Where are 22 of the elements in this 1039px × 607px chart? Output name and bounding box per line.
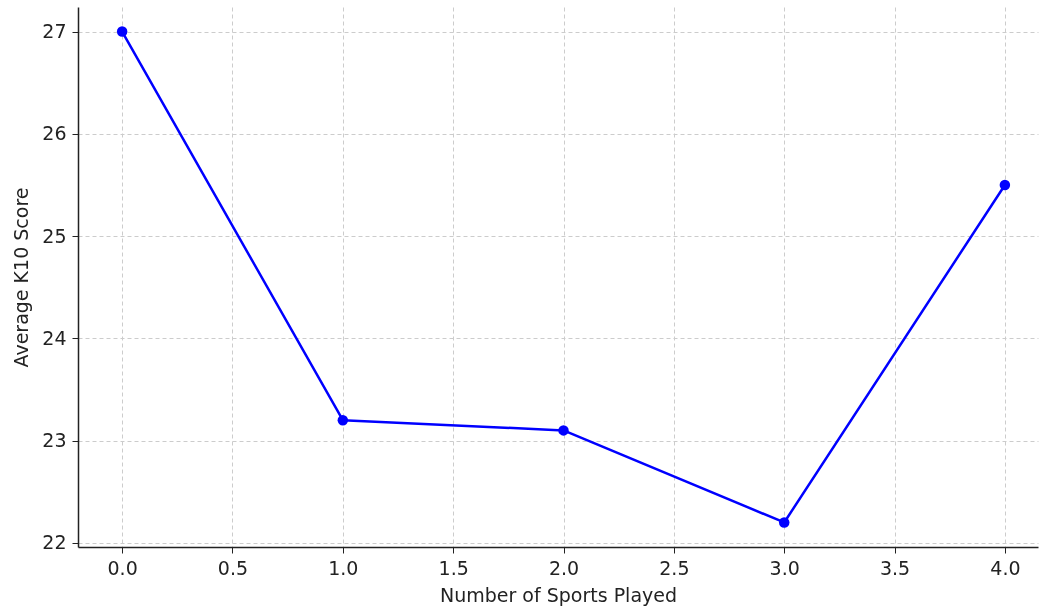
x-tick-label: 2.0: [548, 556, 580, 579]
x-tick-label: 4.0: [990, 556, 1021, 579]
y-tick-label: 24: [42, 326, 67, 349]
x-tick-label: 3.0: [769, 556, 800, 579]
point: [337, 414, 349, 426]
y-tick-label: 22: [42, 531, 67, 554]
y-tick-label: 27: [42, 20, 67, 43]
y-tick-label: 23: [42, 429, 67, 452]
x-tick-label: 1.5: [438, 556, 469, 579]
x-tick-label: 1.0: [328, 556, 359, 579]
point: [116, 26, 128, 37]
y-axis-title: Average K10 Score: [10, 187, 33, 368]
x-tick-label: 0.5: [217, 556, 249, 579]
y-tick-label: 26: [42, 122, 67, 145]
point: [558, 425, 569, 436]
point: [999, 179, 1011, 191]
x-tick-label: 3.5: [879, 556, 911, 579]
point: [778, 517, 790, 528]
x-tick-label: 0.0: [107, 556, 138, 579]
x-tick-label: 2.5: [659, 556, 690, 579]
x-axis-title: Number of Sports Played: [439, 583, 678, 606]
y-tick-label: 25: [42, 224, 67, 247]
